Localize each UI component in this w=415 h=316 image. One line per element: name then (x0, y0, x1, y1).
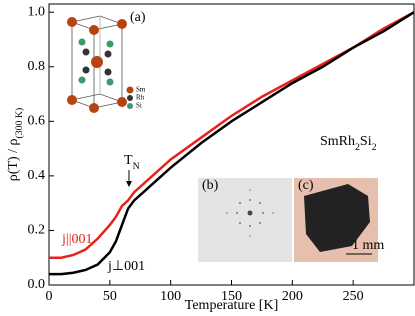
x-tick-label: 150 (221, 289, 242, 304)
inset-label: (b) (202, 178, 219, 193)
annotation-part: N (133, 161, 140, 172)
legend-label-part: j||001 (61, 232, 93, 247)
y-tick-label: 0.2 (28, 223, 46, 238)
arrowhead (126, 181, 132, 187)
inset-crystal: Sm Rh Si (a) (62, 8, 150, 118)
series-line (49, 11, 415, 276)
annotation: TN (124, 153, 140, 172)
legend-label: j⊥001 (107, 259, 145, 274)
y-tick-label: 0.4 (28, 168, 46, 183)
annotation-part: 2 (355, 142, 360, 153)
y-axis-label-part: ρ(T) / ρ (6, 138, 21, 181)
x-tick-label: 250 (343, 289, 364, 304)
inset-laue: (b) (198, 178, 292, 262)
scale-label: 1 mm (352, 238, 384, 253)
inset-photo: 1 mm (c) (294, 178, 384, 262)
annotation: SmRh2Si2 (320, 134, 377, 153)
legend-sm: Sm (136, 86, 146, 94)
x-axis-label: Temperature [K] (185, 298, 278, 313)
y-tick-label: 1.0 (28, 4, 46, 19)
inset-label: (c) (298, 178, 314, 193)
y-axis-label-part: (300 K) (14, 108, 25, 139)
y-axis-label: ρ(T) / ρ(300 K) (6, 108, 25, 182)
inset-label: (a) (130, 10, 146, 25)
series-line (49, 11, 415, 259)
y-tick-label: 0.8 (28, 59, 46, 74)
x-tick-label: 0 (46, 289, 53, 304)
x-tick-label: 200 (282, 289, 303, 304)
x-tick-label: 50 (103, 289, 117, 304)
annotation-part: 2 (372, 142, 377, 153)
x-tick-label: 100 (160, 289, 181, 304)
y-tick-label: 0.6 (28, 114, 46, 129)
legend-rh: Rh (136, 94, 145, 102)
annotation-part: SmRh (320, 134, 355, 149)
y-tick-label: 0.0 (28, 277, 46, 292)
annotation-part: T (124, 153, 133, 168)
legend-si: Si (136, 102, 142, 110)
legend-label-part: j⊥001 (107, 259, 145, 274)
legend-label: j||001 (61, 232, 93, 247)
annotation-part: Si (360, 134, 372, 149)
